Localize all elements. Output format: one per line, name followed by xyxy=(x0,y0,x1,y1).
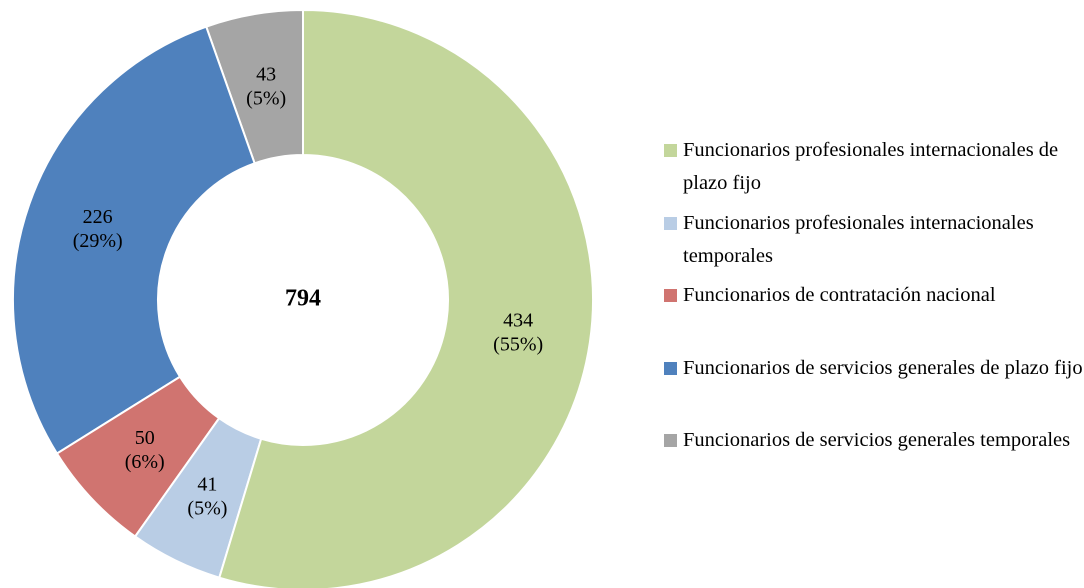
donut-slice xyxy=(133,416,263,579)
legend-item: Funcionarios de contratación nacional xyxy=(664,279,1084,352)
legend-label: Funcionarios de servicios generales temp… xyxy=(683,429,1071,451)
legend-swatch xyxy=(664,216,677,230)
legend-label: Funcionarios profesionales internacional… xyxy=(683,139,1059,194)
data-label: 226 (29%) xyxy=(73,206,123,252)
data-label: 434 (55%) xyxy=(493,310,543,356)
data-label: 41 (5%) xyxy=(187,473,227,519)
legend-item: Funcionarios de servicios generales de p… xyxy=(664,352,1084,425)
donut-slice xyxy=(55,375,221,538)
legend-swatch xyxy=(664,361,677,375)
legend-swatch xyxy=(664,289,677,302)
legend-label: Funcionarios de contratación nacional xyxy=(683,284,996,306)
data-label: 43 (5%) xyxy=(246,64,286,110)
data-label: 50 (6%) xyxy=(125,427,165,473)
legend-swatch xyxy=(664,434,677,447)
legend-label: Funcionarios profesionales internacional… xyxy=(683,211,1034,267)
legend-item: Funcionarios profesionales internacional… xyxy=(664,207,1084,280)
legend-swatch xyxy=(664,144,677,157)
donut-slice xyxy=(12,25,256,455)
legend: Funcionarios profesionales internacional… xyxy=(664,134,1084,497)
legend-label: Funcionarios de servicios generales de p… xyxy=(683,356,1083,379)
donut-total: 794 xyxy=(285,286,321,312)
legend-item: Funcionarios profesionales internacional… xyxy=(664,134,1084,207)
legend-item: Funcionarios de servicios generales temp… xyxy=(664,424,1084,497)
